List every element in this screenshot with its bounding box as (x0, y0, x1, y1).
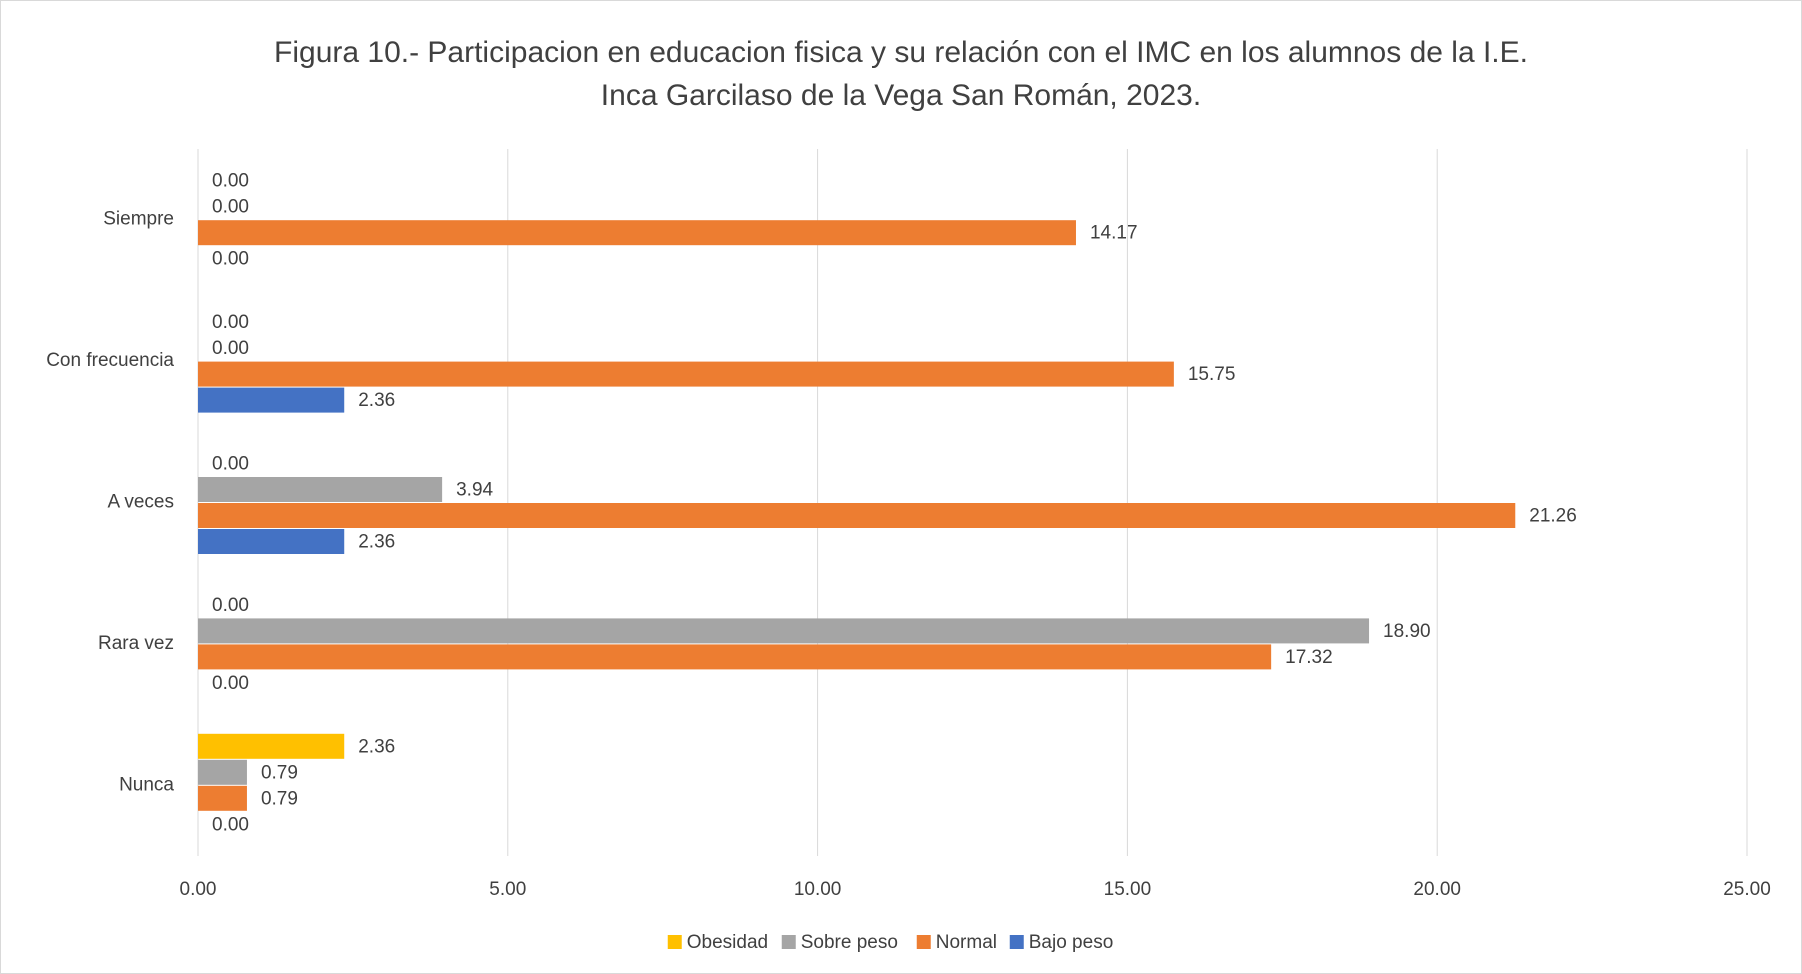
data-label: 14.17 (1090, 223, 1138, 244)
bar (198, 759, 247, 785)
x-tick-label: 10.00 (794, 879, 842, 900)
y-tick-label: Nunca (119, 774, 174, 795)
legend-swatch (781, 935, 796, 949)
data-label: 18.90 (1383, 621, 1431, 642)
legend-swatch (1009, 935, 1024, 949)
y-tick-label: A veces (107, 492, 174, 513)
data-label: 17.32 (1285, 647, 1333, 668)
legend-swatch (667, 935, 682, 949)
x-tick-label: 25.00 (1723, 879, 1771, 900)
data-label: 0.00 (212, 673, 249, 694)
data-label: 15.75 (1188, 364, 1236, 385)
data-label: 21.26 (1529, 506, 1577, 527)
bar (198, 785, 247, 811)
x-tick-label: 15.00 (1104, 879, 1152, 900)
bar (198, 529, 345, 554)
data-label: 0.79 (261, 788, 298, 809)
legend-label: Bajo peso (1029, 932, 1114, 953)
data-label: 0.00 (212, 338, 249, 359)
data-label: 0.00 (212, 197, 249, 218)
legend-label: Sobre peso (801, 932, 898, 953)
bar (198, 644, 1272, 670)
legend-swatch (916, 935, 931, 949)
data-label: 0.00 (212, 814, 249, 835)
bar (198, 361, 1174, 387)
bar (198, 220, 1076, 246)
data-label: 0.00 (212, 312, 249, 333)
chart-title: Inca Garcilaso de la Vega San Román, 202… (601, 79, 1201, 112)
data-label: 2.36 (358, 532, 395, 553)
data-label: 0.00 (212, 595, 249, 616)
x-tick-label: 0.00 (180, 879, 217, 900)
data-label: 0.79 (261, 762, 298, 783)
legend-label: Obesidad (687, 932, 768, 953)
bar (198, 503, 1516, 528)
data-label: 3.94 (456, 480, 493, 501)
legend-label: Normal (936, 932, 997, 953)
data-label: 2.36 (358, 736, 395, 757)
data-label: 0.00 (212, 454, 249, 475)
bar (198, 477, 443, 502)
chart-title: Figura 10.- Participacion en educacion f… (274, 36, 1528, 69)
x-tick-label: 20.00 (1413, 879, 1461, 900)
bar (198, 618, 1370, 644)
bar (198, 387, 345, 413)
data-label: 2.36 (358, 390, 395, 411)
y-tick-label: Con frecuencia (46, 350, 174, 371)
bar (198, 733, 345, 759)
data-label: 0.00 (212, 249, 249, 270)
y-tick-label: Rara vez (98, 633, 174, 654)
data-label: 0.00 (212, 171, 249, 192)
y-tick-label: Siempre (103, 209, 174, 230)
x-tick-label: 5.00 (489, 879, 526, 900)
